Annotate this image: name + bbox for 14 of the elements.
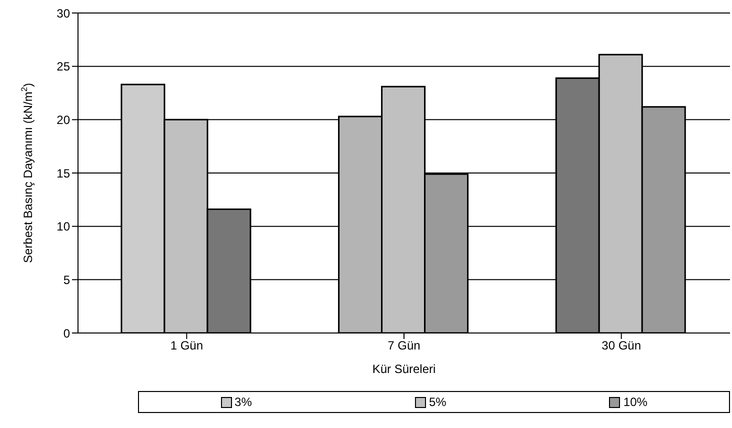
x-tick-label: 1 Gün (170, 338, 204, 353)
x-tick-label: 7 Gün (388, 338, 420, 353)
y-tick-label: 30 (56, 6, 70, 20)
y-tick-label: 20 (56, 112, 70, 127)
legend-label: 5% (428, 395, 446, 409)
legend-label: 3% (234, 395, 252, 409)
y-tick-label: 0 (63, 326, 70, 340)
y-tick-label: 5 (63, 272, 70, 287)
legend-label: 10% (622, 395, 648, 409)
y-tick-label: 10 (56, 220, 70, 234)
x-tick-label: 30 Gün (602, 338, 642, 353)
x-axis-title: Kür Süreleri (372, 362, 436, 376)
y-tick-label: 15 (56, 166, 70, 180)
y-tick-label: 25 (56, 60, 70, 74)
